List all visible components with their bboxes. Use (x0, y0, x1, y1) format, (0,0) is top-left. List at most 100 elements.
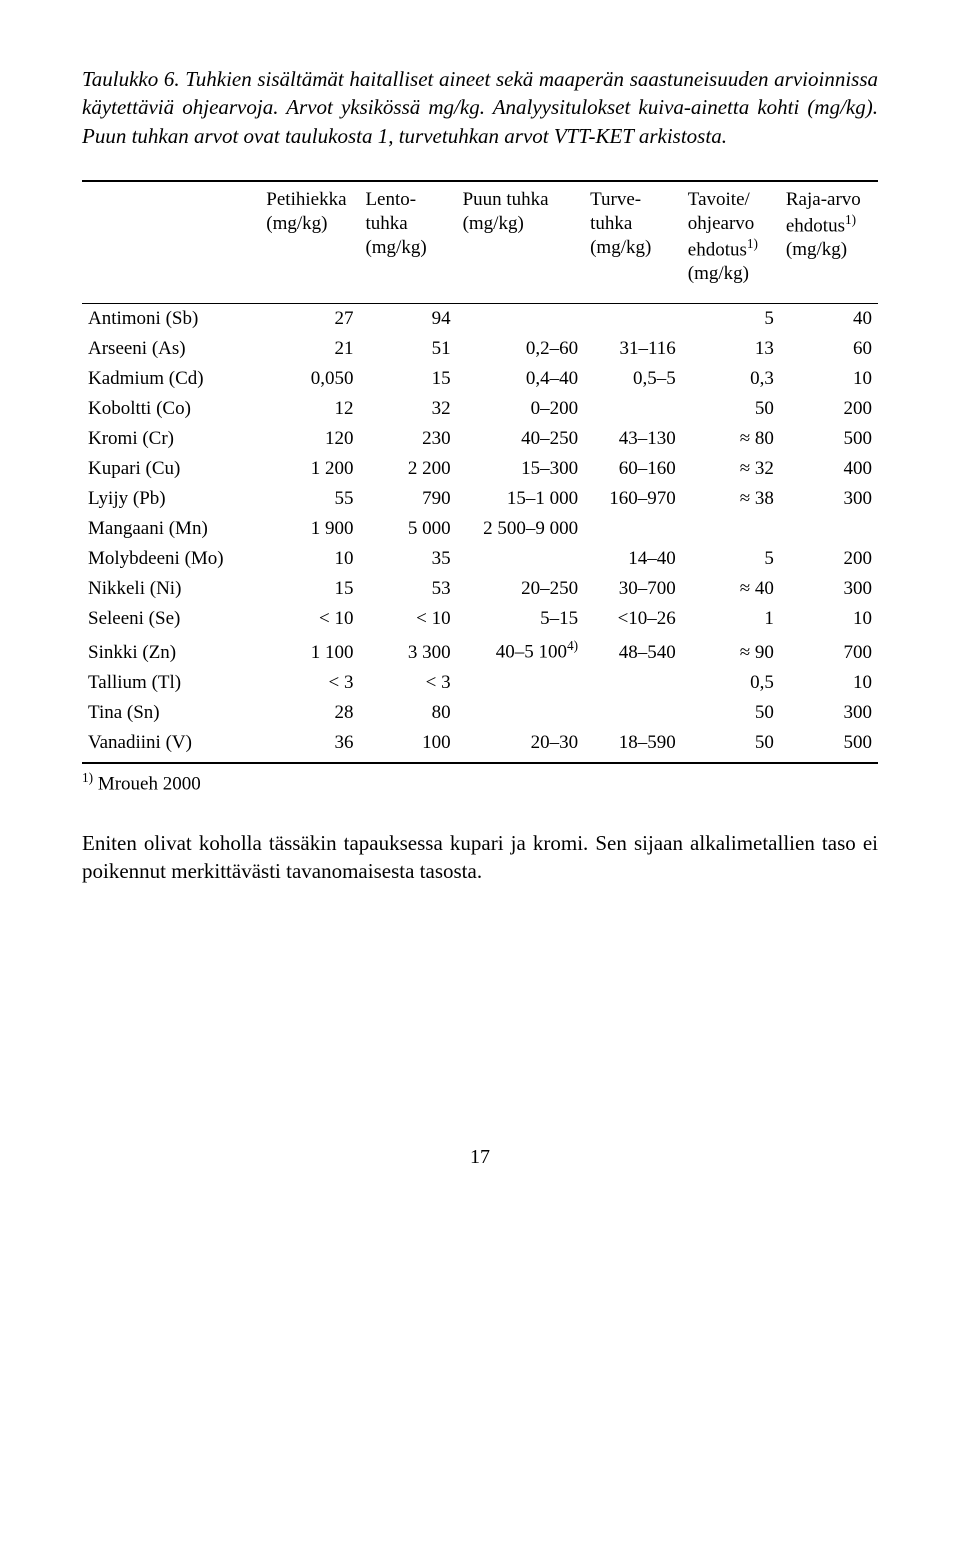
cell-value: 40–5 1004) (457, 634, 585, 667)
header-rajaarvo: Raja-arvo ehdotus1) (mg/kg) (780, 181, 878, 304)
cell-value: 0,4–40 (457, 364, 585, 394)
cell-value: 10 (260, 544, 359, 574)
cell-value: 400 (780, 454, 878, 484)
cell-value: 10 (780, 668, 878, 698)
cell-value: 32 (359, 394, 456, 424)
header-row: Petihiekka (mg/kg) Lento-tuhka (mg/kg) P… (82, 181, 878, 304)
cell-value: 28 (260, 698, 359, 728)
cell-value: 21 (260, 334, 359, 364)
cell-value: 500 (780, 424, 878, 454)
table-body: Antimoni (Sb)2794540Arseeni (As)21510,2–… (82, 304, 878, 763)
cell-value: ≈ 38 (682, 484, 780, 514)
cell-value: 3 300 (359, 634, 456, 667)
cell-value: <10–26 (584, 604, 682, 634)
row-label: Kromi (Cr) (82, 424, 260, 454)
cell-value (457, 544, 585, 574)
page-number: 17 (82, 1146, 878, 1169)
table-footnote: 1) Mroueh 2000 (82, 770, 878, 795)
body-paragraph: Eniten olivat koholla tässäkin tapaukses… (82, 829, 878, 886)
cell-value: 13 (682, 334, 780, 364)
row-label: Antimoni (Sb) (82, 304, 260, 335)
cell-value: 0,3 (682, 364, 780, 394)
cell-value: 48–540 (584, 634, 682, 667)
cell-value (457, 668, 585, 698)
data-table: Petihiekka (mg/kg) Lento-tuhka (mg/kg) P… (82, 180, 878, 764)
cell-value: 0–200 (457, 394, 585, 424)
cell-value: 0,5 (682, 668, 780, 698)
cell-value: 12 (260, 394, 359, 424)
row-label: Kadmium (Cd) (82, 364, 260, 394)
table-row: Lyijy (Pb)5579015–1 000160–970≈ 38300 (82, 484, 878, 514)
row-label: Seleeni (Se) (82, 604, 260, 634)
cell-value (584, 698, 682, 728)
table-row: Sinkki (Zn)1 1003 30040–5 1004)48–540≈ 9… (82, 634, 878, 667)
cell-value: 15 (359, 364, 456, 394)
cell-value: 2 200 (359, 454, 456, 484)
cell-value: 120 (260, 424, 359, 454)
cell-value (584, 514, 682, 544)
cell-value: 230 (359, 424, 456, 454)
cell-value: 0,2–60 (457, 334, 585, 364)
row-label: Arseeni (As) (82, 334, 260, 364)
cell-value: 14–40 (584, 544, 682, 574)
cell-value: 1 200 (260, 454, 359, 484)
cell-value (584, 394, 682, 424)
table-row: Vanadiini (V)3610020–3018–59050500 (82, 728, 878, 763)
table-row: Kupari (Cu)1 2002 20015–30060–160≈ 32400 (82, 454, 878, 484)
cell-value (682, 514, 780, 544)
table-row: Kromi (Cr)12023040–25043–130≈ 80500 (82, 424, 878, 454)
cell-value: ≈ 80 (682, 424, 780, 454)
row-label: Koboltti (Co) (82, 394, 260, 424)
row-label: Mangaani (Mn) (82, 514, 260, 544)
cell-value: 50 (682, 394, 780, 424)
cell-value: 10 (780, 364, 878, 394)
row-label: Nikkeli (Ni) (82, 574, 260, 604)
cell-value (780, 514, 878, 544)
cell-value: 40–250 (457, 424, 585, 454)
table-row: Kadmium (Cd)0,050150,4–400,5–50,310 (82, 364, 878, 394)
row-label: Lyijy (Pb) (82, 484, 260, 514)
header-turvetuhka: Turve-tuhka (mg/kg) (584, 181, 682, 304)
cell-value: 60 (780, 334, 878, 364)
cell-value: 1 900 (260, 514, 359, 544)
cell-value: 15–300 (457, 454, 585, 484)
cell-value: 27 (260, 304, 359, 335)
table-row: Koboltti (Co)12320–200 50200 (82, 394, 878, 424)
cell-value: 20–30 (457, 728, 585, 763)
table-caption: Taulukko 6. Tuhkien sisältämät haitallis… (82, 65, 878, 150)
cell-value: < 3 (260, 668, 359, 698)
cell-value: 300 (780, 698, 878, 728)
cell-value (584, 668, 682, 698)
cell-value: 300 (780, 574, 878, 604)
cell-value: 31–116 (584, 334, 682, 364)
table-row: Tallium (Tl)< 3< 30,510 (82, 668, 878, 698)
table-row: Antimoni (Sb)2794540 (82, 304, 878, 335)
cell-value: 15–1 000 (457, 484, 585, 514)
row-label: Sinkki (Zn) (82, 634, 260, 667)
table-row: Tina (Sn)288050300 (82, 698, 878, 728)
cell-value: 60–160 (584, 454, 682, 484)
cell-value: 160–970 (584, 484, 682, 514)
row-label: Kupari (Cu) (82, 454, 260, 484)
cell-value: 200 (780, 394, 878, 424)
table-row: Nikkeli (Ni)155320–25030–700≈ 40300 (82, 574, 878, 604)
cell-value: 1 100 (260, 634, 359, 667)
header-puuntuhka: Puun tuhka (mg/kg) (457, 181, 585, 304)
cell-value: 10 (780, 604, 878, 634)
cell-value: 30–700 (584, 574, 682, 604)
cell-value (457, 698, 585, 728)
cell-value: 100 (359, 728, 456, 763)
header-lentotuhka: Lento-tuhka (mg/kg) (359, 181, 456, 304)
table-row: Mangaani (Mn)1 9005 0002 500–9 000 (82, 514, 878, 544)
cell-value: < 10 (359, 604, 456, 634)
cell-value: 300 (780, 484, 878, 514)
cell-value: 43–130 (584, 424, 682, 454)
cell-value: 15 (260, 574, 359, 604)
page: Taulukko 6. Tuhkien sisältämät haitallis… (0, 0, 960, 1209)
cell-value: ≈ 40 (682, 574, 780, 604)
cell-value: 500 (780, 728, 878, 763)
table-row: Molybdeeni (Mo)103514–405200 (82, 544, 878, 574)
row-label: Molybdeeni (Mo) (82, 544, 260, 574)
table-row: Arseeni (As)21510,2–6031–1161360 (82, 334, 878, 364)
cell-value: 55 (260, 484, 359, 514)
